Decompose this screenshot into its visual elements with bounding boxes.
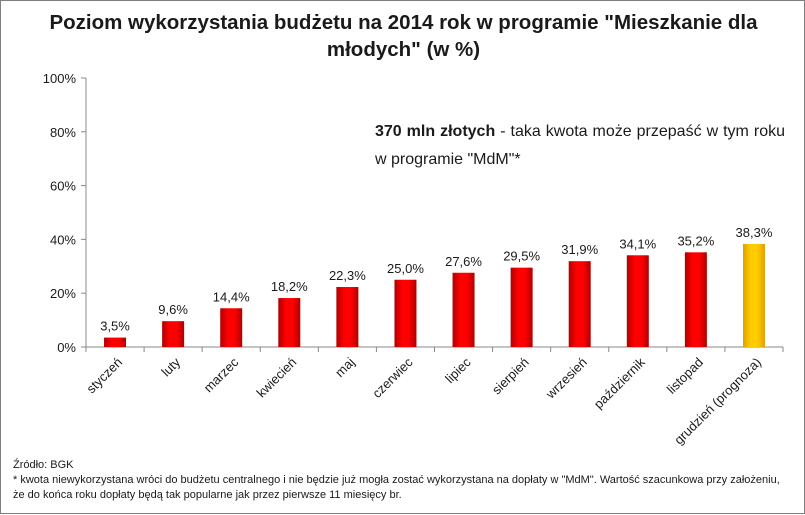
data-label: 25,0% [387,261,424,276]
bar [510,267,533,347]
y-tick-label: 80% [50,125,76,140]
data-label: 22,3% [329,268,366,283]
annotation-amount: 370 mln złotych [375,123,496,140]
x-tick-label: lipiec [442,354,474,386]
data-label: 27,6% [445,254,482,269]
bar [278,298,301,347]
y-tick-label: 20% [50,286,76,301]
bar [394,279,417,347]
x-tick-label: marzec [201,354,242,395]
x-tick-label: styczeń [83,355,125,397]
chart-annotation: 370 mln złotych - taka kwota może przepa… [375,118,785,174]
x-tick-label: luty [158,354,183,379]
data-label: 34,1% [619,236,656,251]
bar [626,255,649,347]
x-tick-label: sierpień [489,355,532,398]
y-tick-label: 0% [57,340,76,355]
bar [162,321,185,347]
source-note: Źródło: BGK [13,459,74,471]
x-tick-label: październik [591,354,648,411]
annotation-text: - taka kwota może przepaść w tym roku w … [375,123,785,168]
bar [104,337,127,347]
bar-forecast [742,243,765,347]
bar [568,261,591,347]
data-label: 3,5% [100,319,130,334]
y-tick-label: 40% [50,232,76,247]
bar [336,287,359,347]
data-label: 29,5% [503,249,540,264]
data-label: 31,9% [561,242,598,257]
footnote: * kwota niewykorzystana wróci do budżetu… [13,474,780,501]
bar [220,308,243,347]
data-label: 18,2% [271,279,308,294]
y-tick-label: 60% [50,179,76,194]
bar [452,272,475,347]
data-label: 9,6% [158,302,188,317]
data-label: 14,4% [213,289,250,304]
bar [684,252,707,347]
x-tick-label: kwiecień [254,355,300,401]
x-tick-label: listopad [664,355,706,397]
y-tick-label: 100% [43,71,77,86]
data-label: 38,3% [736,225,773,240]
x-tick-label: maj [332,354,357,379]
data-label: 35,2% [677,233,714,248]
x-tick-label: wrzesień [542,355,590,403]
chart-title: Poziom wykorzystania budżetu na 2014 rok… [49,11,758,61]
x-tick-label: czerwiec [369,354,416,401]
